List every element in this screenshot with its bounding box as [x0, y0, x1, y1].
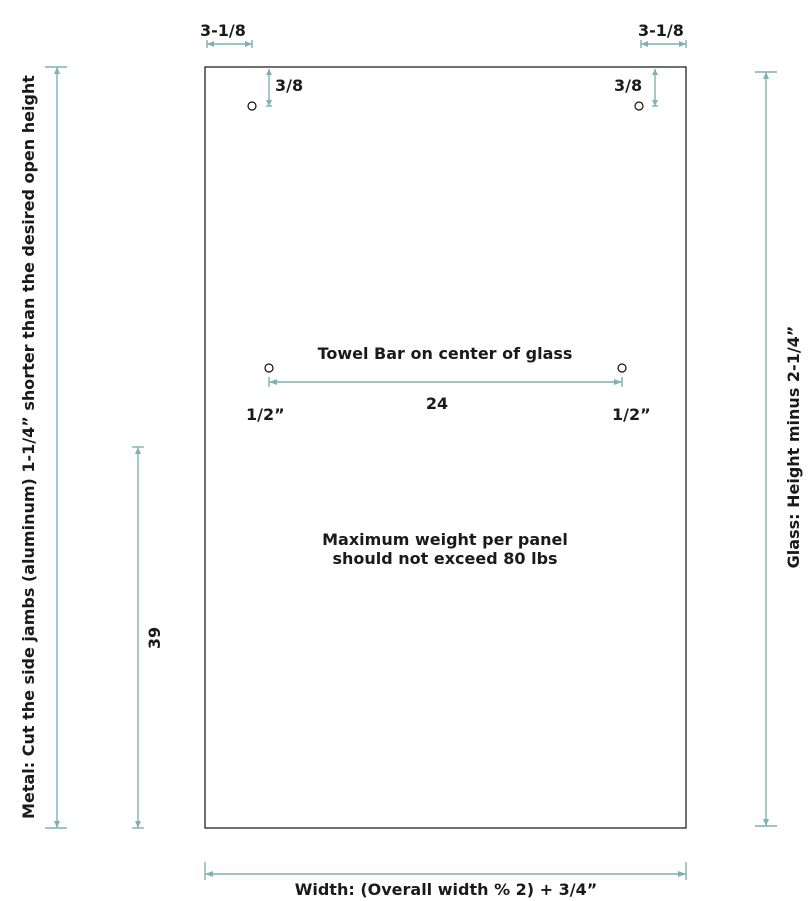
top-right-offset-dimension: [640, 40, 687, 48]
towel-left-offset-label: 1/2”: [246, 405, 285, 424]
top-right-hole-drop-label: 3/8: [614, 76, 642, 95]
towel-bar-left-hole: [264, 363, 274, 373]
width-dimension: [204, 862, 687, 880]
top-left-hole: [247, 101, 257, 111]
handle-height-label: 39: [145, 627, 164, 649]
glass-note: Glass: Height minus 2-1/4”: [784, 326, 803, 569]
towel-bar-title: Towel Bar on center of glass: [318, 344, 573, 363]
glass-panel-outline: [204, 66, 687, 829]
metal-note: Metal: Cut the side jambs (aluminum) 1-1…: [19, 75, 38, 819]
towel-right-offset-label: 1/2”: [612, 405, 651, 424]
weight-note-line2: should not exceed 80 lbs: [332, 549, 557, 568]
towel-bar-spacing-dimension: [268, 377, 623, 387]
top-left-offset-dimension: [206, 40, 253, 48]
glass-height-dimension: [755, 71, 777, 827]
top-right-hole-drop-dimension: [652, 69, 658, 107]
handle-height-dimension: [132, 446, 144, 829]
top-right-offset-label: 3-1/8: [638, 21, 684, 40]
metal-jamb-dimension: [45, 66, 67, 829]
towel-bar-right-hole: [617, 363, 627, 373]
top-left-offset-label: 3-1/8: [200, 21, 246, 40]
top-left-hole-drop-dimension: [266, 69, 272, 107]
width-note: Width: (Overall width % 2) + 3/4”: [295, 880, 598, 899]
top-left-hole-drop-label: 3/8: [275, 76, 303, 95]
weight-note-line1: Maximum weight per panel: [322, 530, 568, 549]
towel-bar-spacing-label: 24: [426, 394, 448, 413]
top-right-hole: [634, 101, 644, 111]
